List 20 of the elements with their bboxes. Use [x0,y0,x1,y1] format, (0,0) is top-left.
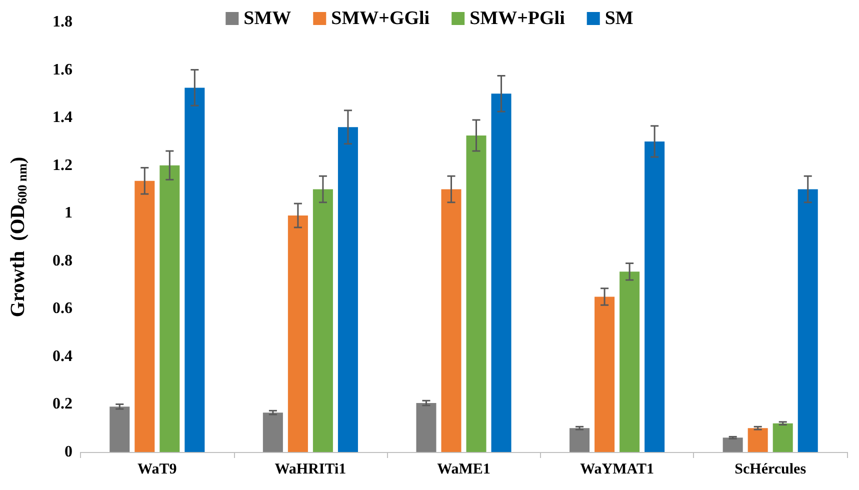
legend-label: SMW [244,8,292,29]
y-tick-label: 0.8 [52,252,72,270]
y-tick-label: 0.2 [52,396,72,413]
y-tick-label: 0.6 [52,300,72,318]
y-tick-label: 1.4 [52,109,72,126]
legend-label: SMW+GGli [331,8,430,29]
y-tick-label: 1.2 [52,156,72,174]
x-tick-label: WaYMAT1 [580,462,654,478]
y-tick-label: 1 [64,204,72,222]
y-axis-title: Growth (OD600 nm) [7,156,30,318]
x-tick-label: WaT9 [138,462,177,478]
x-tick-label: WaHRITi1 [274,462,346,478]
legend-label: SMW+PGli [470,8,565,29]
y-tick-label: 1.8 [52,14,72,30]
x-tick-label: WaME1 [437,462,490,478]
y-tick-label: 1.6 [52,61,72,78]
y-tick-label: 0 [64,444,72,460]
y-tick-label: 0.4 [52,348,72,365]
x-tick-label: ScHércules [734,462,806,478]
legend-label: SM [604,8,634,29]
